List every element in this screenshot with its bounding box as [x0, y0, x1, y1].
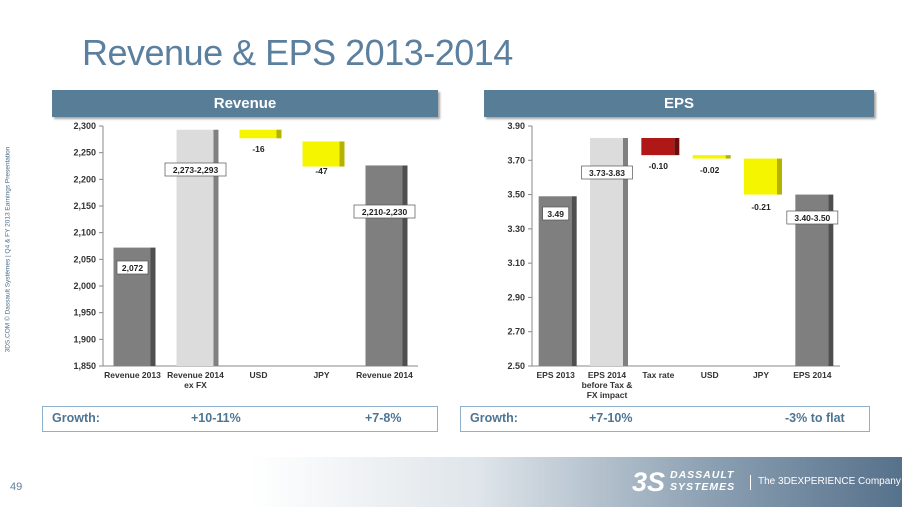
y-tick-label: 1,900 — [73, 334, 96, 344]
revenue-growth-label: Growth: — [52, 411, 100, 425]
data-label: 3.73-3.83 — [589, 168, 625, 178]
data-label: -0.21 — [751, 202, 771, 212]
bar-side — [777, 158, 782, 195]
brand-tagline: The 3DEXPERIENCE Company — [758, 476, 901, 487]
data-label-box — [116, 260, 149, 275]
page-number: 49 — [10, 481, 23, 493]
slide-title: Revenue & EPS 2013-2014 — [82, 32, 513, 73]
y-tick-label: 1,850 — [73, 361, 96, 371]
y-tick-label: 2,100 — [73, 228, 96, 238]
bar — [538, 196, 572, 366]
bar-side — [213, 129, 219, 366]
y-tick-label: 2.70 — [507, 327, 525, 337]
y-tick-label: 2,000 — [73, 281, 96, 291]
y-tick-label: 3.50 — [507, 190, 525, 200]
bar-side — [402, 165, 408, 366]
data-label: 2,210-2,230 — [362, 207, 408, 217]
y-tick-label: 2,050 — [73, 254, 96, 264]
brand-mark-icon: 3S — [632, 467, 666, 497]
category-label: EPS 2014 — [588, 370, 627, 380]
data-label: 3.40-3.50 — [794, 213, 830, 223]
bar — [239, 129, 277, 139]
bar-side — [828, 194, 834, 366]
bar — [744, 158, 777, 195]
bar-side — [150, 247, 156, 366]
y-tick-label: 3.30 — [507, 224, 525, 234]
data-label-box — [786, 210, 839, 225]
dassault-logo: 3S DASSAULT SYSTEMES The 3DEXPERIENCE Co… — [632, 466, 901, 500]
revenue-chart: 1,850 1,900 1,950 2,000 2,050 2,100 2,150 2,200… — [73, 121, 418, 390]
category-label: USD — [250, 370, 268, 380]
eps-growth-box: Growth: +7-10% -3% to flat — [460, 406, 870, 432]
eps-chart: 2.50 2.70 2.90 3.10 3.30 3.50 3.70 3.90 3.49 EPS … — [507, 121, 840, 400]
category-label: ex FX — [184, 380, 207, 390]
data-label: 2,273-2,293 — [173, 165, 219, 175]
category-label: EPS 2013 — [537, 370, 576, 380]
y-tick-label: 2.50 — [507, 361, 525, 371]
revenue-growth-box: Growth: +10-11% +7-8% — [42, 406, 438, 432]
bar — [641, 138, 675, 156]
y-tick-label: 1,950 — [73, 308, 96, 318]
bar — [302, 141, 340, 167]
y-tick-label: 2.90 — [507, 292, 525, 302]
data-label: -16 — [252, 144, 265, 154]
y-tick-label: 3.70 — [507, 155, 525, 165]
bar-side — [571, 196, 577, 366]
eps-growth-value-1: +7-10% — [589, 411, 633, 425]
y-tick-label: 2,250 — [73, 148, 96, 158]
revenue-header: Revenue — [52, 90, 438, 117]
data-label: -0.02 — [700, 165, 720, 175]
data-label: -0.10 — [649, 161, 669, 171]
bar-side — [339, 141, 345, 167]
category-label: FX impact — [587, 390, 628, 400]
y-tick-label: 3.10 — [507, 258, 525, 268]
brand-word-1: DASSAULT — [670, 469, 735, 481]
data-label: -47 — [315, 166, 328, 176]
bar-side — [674, 138, 680, 156]
revenue-growth-value-2: +7-8% — [365, 411, 402, 425]
data-label-box — [581, 165, 633, 180]
data-label: 2,072 — [122, 263, 144, 273]
bar — [692, 155, 726, 159]
y-tick-label: 2,200 — [73, 174, 96, 184]
eps-growth-value-2: -3% to flat — [785, 411, 845, 425]
data-label: 3.49 — [547, 209, 564, 219]
category-label: before Tax & — [582, 380, 633, 390]
data-label-box — [164, 162, 227, 177]
brand-wordmark: DASSAULT SYSTEMES — [670, 469, 735, 493]
category-label: Revenue 2013 — [104, 370, 161, 380]
category-label: USD — [701, 370, 719, 380]
bar — [365, 165, 403, 366]
bar-side — [276, 129, 282, 139]
footer-band — [250, 457, 902, 507]
revenue-growth-value-1: +10-11% — [191, 411, 241, 425]
category-label: Revenue 2014 — [167, 370, 224, 380]
y-tick-label: 2,300 — [73, 121, 96, 131]
eps-growth-label: Growth: — [470, 411, 518, 425]
data-label-box — [542, 206, 570, 221]
category-label: EPS 2014 — [793, 370, 832, 380]
eps-header: EPS — [484, 90, 874, 117]
data-label-box — [353, 204, 416, 219]
y-tick-label: 2,150 — [73, 201, 96, 211]
side-note: 3DS.COM © Dassault Systèmes | Q4 & FY 20… — [4, 146, 12, 353]
bar-side — [725, 155, 731, 159]
category-label: Tax rate — [642, 370, 674, 380]
brand-word-2: SYSTEMES — [670, 481, 736, 493]
category-label: JPY — [753, 370, 769, 380]
category-label: Revenue 2014 — [356, 370, 413, 380]
bar-side — [623, 138, 628, 366]
logo-separator — [750, 475, 751, 490]
y-tick-label: 3.90 — [507, 121, 525, 131]
category-label: JPY — [313, 370, 329, 380]
